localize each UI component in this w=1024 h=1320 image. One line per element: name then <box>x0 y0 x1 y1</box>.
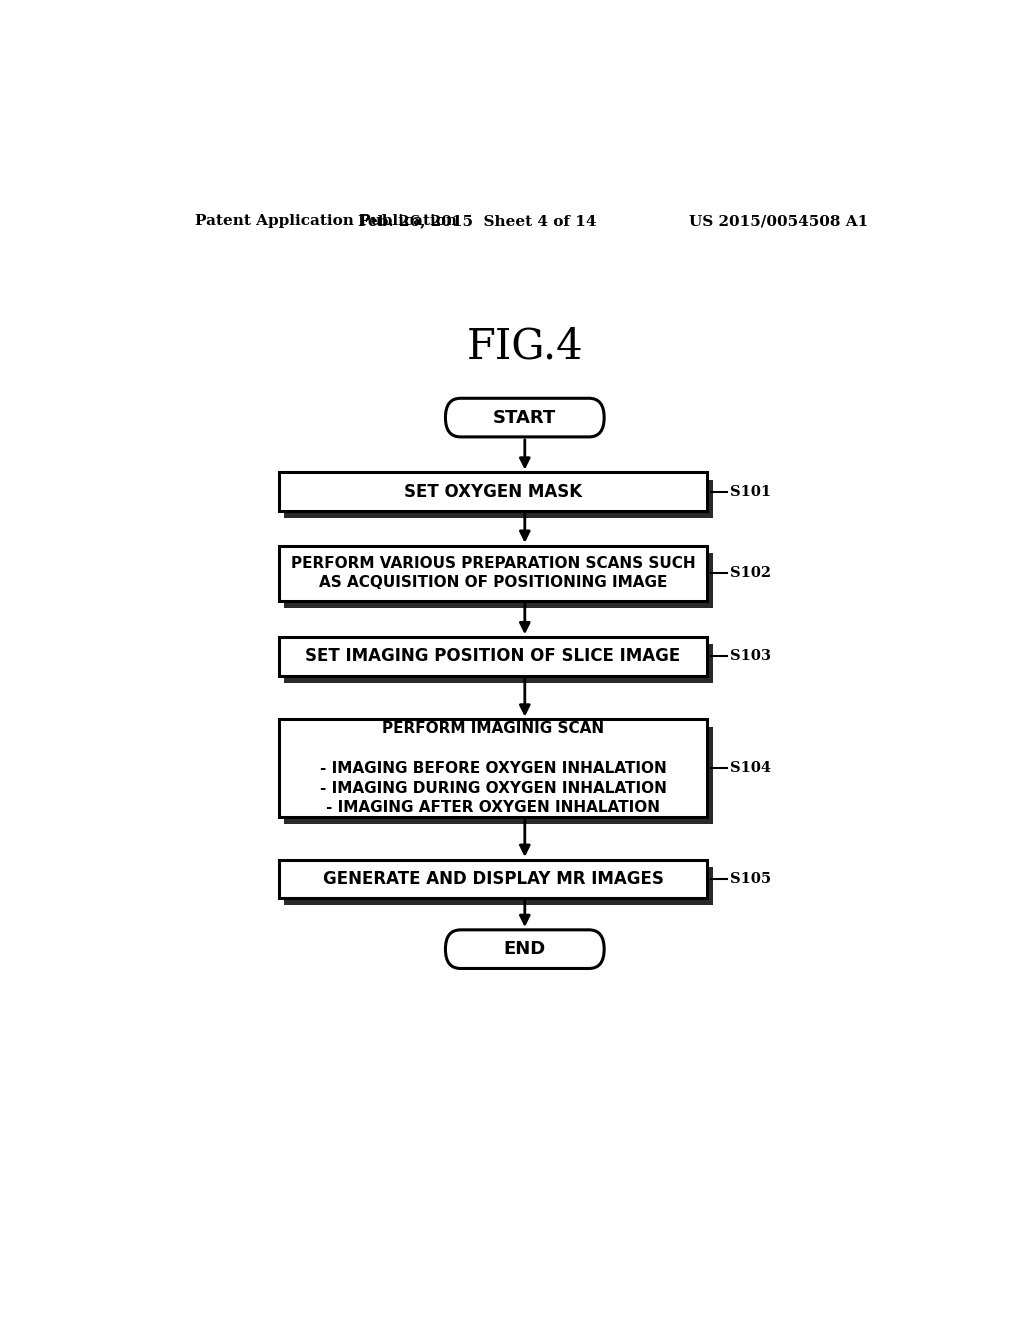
FancyBboxPatch shape <box>279 719 708 817</box>
FancyBboxPatch shape <box>445 399 604 437</box>
Text: SET OXYGEN MASK: SET OXYGEN MASK <box>404 483 582 500</box>
Text: START: START <box>494 409 556 426</box>
Text: S103: S103 <box>729 649 770 664</box>
Text: S104: S104 <box>729 762 770 775</box>
Text: S102: S102 <box>729 566 771 579</box>
FancyBboxPatch shape <box>279 638 708 676</box>
Text: PERFORM VARIOUS PREPARATION SCANS SUCH
AS ACQUISITION OF POSITIONING IMAGE: PERFORM VARIOUS PREPARATION SCANS SUCH A… <box>291 556 695 590</box>
FancyBboxPatch shape <box>285 553 713 607</box>
Text: US 2015/0054508 A1: US 2015/0054508 A1 <box>689 214 868 228</box>
FancyBboxPatch shape <box>285 726 713 824</box>
Text: S101: S101 <box>729 484 771 499</box>
FancyBboxPatch shape <box>279 859 708 899</box>
FancyBboxPatch shape <box>279 473 708 511</box>
Text: Patent Application Publication: Patent Application Publication <box>196 214 458 228</box>
Text: SET IMAGING POSITION OF SLICE IMAGE: SET IMAGING POSITION OF SLICE IMAGE <box>305 647 681 665</box>
FancyBboxPatch shape <box>285 644 713 682</box>
Text: Feb. 26, 2015  Sheet 4 of 14: Feb. 26, 2015 Sheet 4 of 14 <box>358 214 596 228</box>
FancyBboxPatch shape <box>285 479 713 519</box>
Text: END: END <box>504 940 546 958</box>
FancyBboxPatch shape <box>285 867 713 906</box>
FancyBboxPatch shape <box>445 929 604 969</box>
FancyBboxPatch shape <box>279 545 708 601</box>
Text: GENERATE AND DISPLAY MR IMAGES: GENERATE AND DISPLAY MR IMAGES <box>323 870 664 888</box>
Text: FIG.4: FIG.4 <box>467 326 583 367</box>
Text: S105: S105 <box>729 873 771 886</box>
Text: PERFORM IMAGINIG SCAN

- IMAGING BEFORE OXYGEN INHALATION
- IMAGING DURING OXYGE: PERFORM IMAGINIG SCAN - IMAGING BEFORE O… <box>319 721 667 816</box>
